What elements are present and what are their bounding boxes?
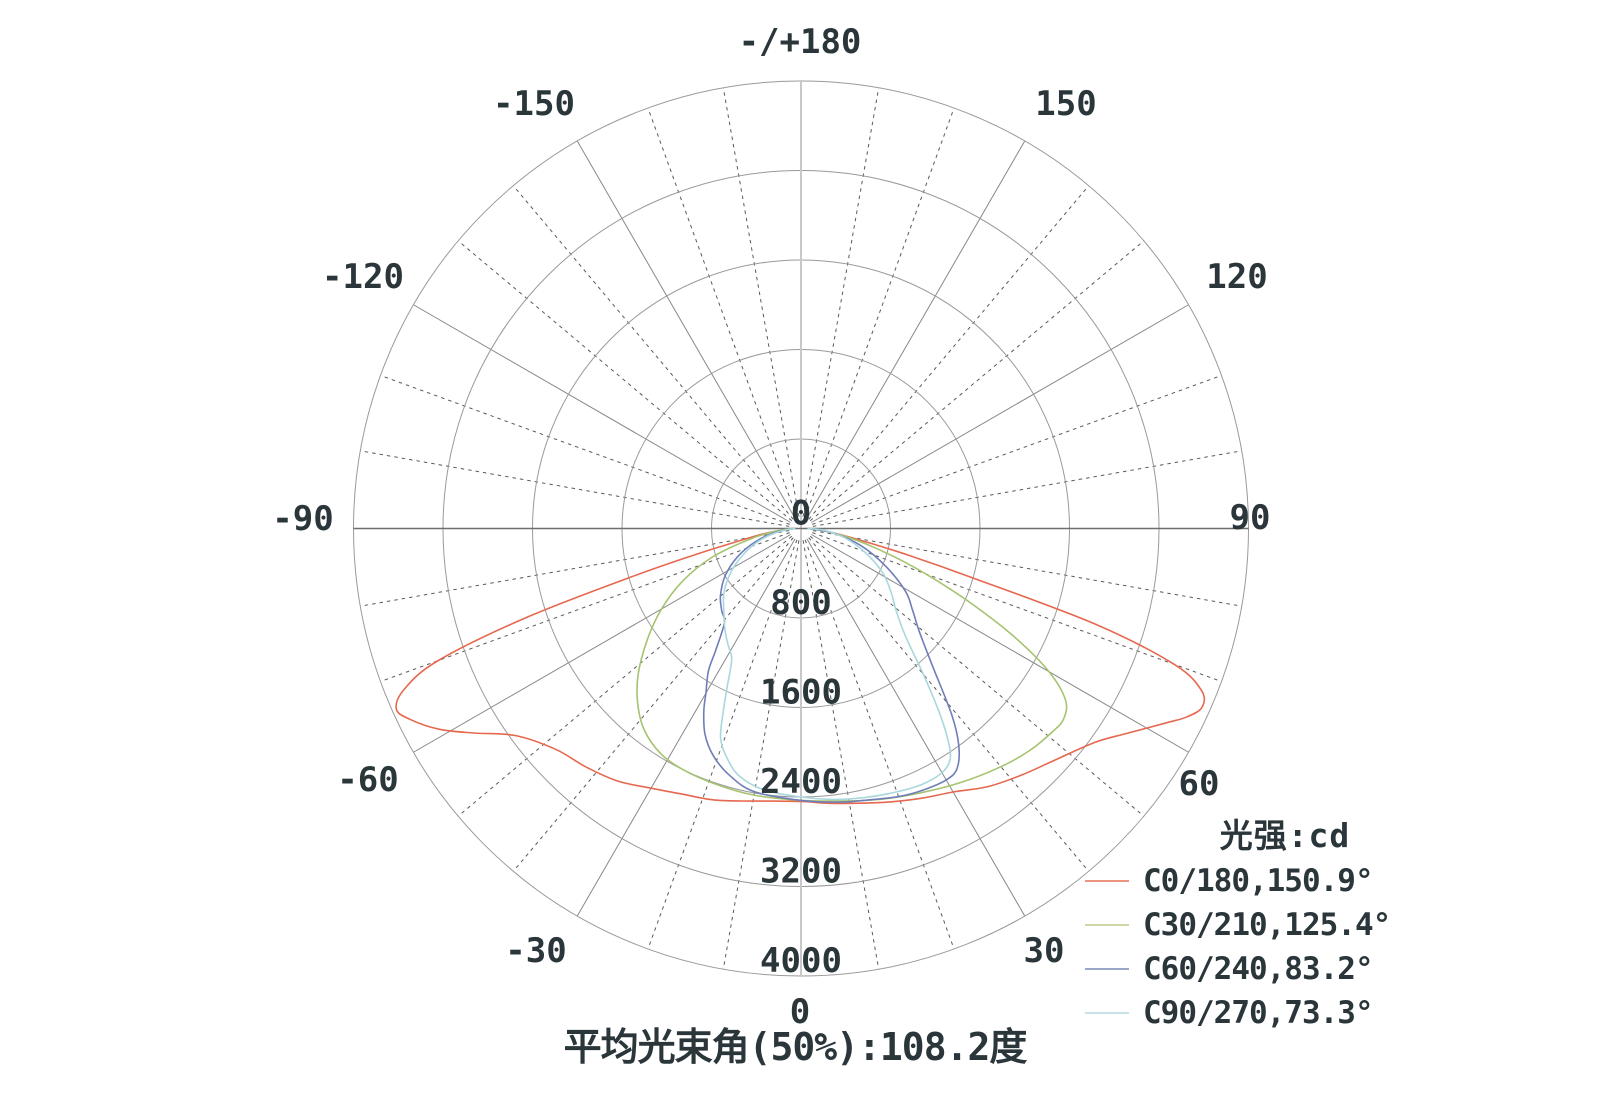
legend-item-label: C90/270,73.3° bbox=[1143, 995, 1374, 1031]
legend-item-label: C60/240,83.2° bbox=[1143, 951, 1374, 987]
grid-radial-dashed bbox=[512, 537, 794, 872]
grid-radial-dashed bbox=[457, 535, 793, 817]
grid-radial-solid bbox=[576, 140, 796, 519]
grid-radial-solid bbox=[806, 140, 1026, 519]
legend-item: C0/180,150.9° bbox=[1085, 859, 1485, 903]
radial-tick-label: 0 bbox=[791, 494, 811, 534]
grid-radial-dashed bbox=[647, 107, 798, 518]
grid-radial-dashed bbox=[804, 539, 955, 950]
grid-radial-dashed bbox=[722, 540, 800, 970]
grid-radial-dashed bbox=[802, 87, 880, 517]
radial-tick-label: 2400 bbox=[760, 762, 842, 802]
legend-swatch bbox=[1085, 880, 1129, 882]
grid-radial-dashed bbox=[457, 240, 793, 522]
angle-tick-label: -150 bbox=[493, 84, 575, 124]
beam-angle-annotation: 平均光束角(50%):108.2度 bbox=[563, 1025, 1028, 1069]
legend-item: C90/270,73.3° bbox=[1085, 991, 1485, 1035]
grid-radial-solid bbox=[811, 304, 1189, 523]
legend-title: 光强:cd bbox=[1219, 816, 1351, 855]
legend-swatch bbox=[1085, 1012, 1129, 1014]
grid-radial-solid bbox=[806, 538, 1026, 917]
angle-tick-label: -/+180 bbox=[739, 22, 862, 62]
grid-radial-dashed bbox=[380, 532, 790, 683]
legend-swatch bbox=[1085, 924, 1129, 926]
grid-radial-dashed bbox=[380, 374, 790, 525]
legend-item: C30/210,125.4° bbox=[1085, 903, 1485, 947]
grid-radial-dashed bbox=[722, 87, 800, 517]
legend-item-label: C0/180,150.9° bbox=[1143, 863, 1374, 899]
angle-tick-label: 0 bbox=[790, 992, 810, 1032]
grid-radial-dashed bbox=[360, 530, 790, 607]
grid-radial-dashed bbox=[809, 240, 1145, 522]
radial-tick-label: 3200 bbox=[760, 852, 842, 892]
angle-tick-label: -90 bbox=[272, 499, 333, 539]
grid-radial-dashed bbox=[812, 450, 1242, 527]
angle-tick-label: -120 bbox=[322, 257, 404, 297]
series-curve-c90-270 bbox=[719, 527, 952, 801]
grid-radial-solid bbox=[413, 304, 791, 523]
angle-tick-label: 30 bbox=[1024, 931, 1065, 971]
radial-tick-label: 4000 bbox=[760, 941, 842, 981]
legend-item: C60/240,83.2° bbox=[1085, 947, 1485, 991]
grid-radial-solid bbox=[811, 534, 1189, 753]
grid-radial-dashed bbox=[812, 374, 1222, 525]
legend: 光强:cd C0/180,150.9° C30/210,125.4° C60/240… bbox=[1085, 813, 1485, 1035]
angle-tick-label: -60 bbox=[337, 760, 398, 800]
series-curve-c0-180 bbox=[395, 527, 1206, 805]
grid-radial-dashed bbox=[812, 532, 1222, 683]
angle-tick-label: -30 bbox=[505, 931, 566, 971]
radial-tick-label: 1600 bbox=[760, 673, 842, 713]
grid-radial-dashed bbox=[360, 450, 790, 527]
angle-tick-label: 90 bbox=[1230, 498, 1271, 538]
grid-radial-dashed bbox=[802, 540, 880, 970]
grid-radial-dashed bbox=[804, 107, 955, 518]
series-curve-c60-240 bbox=[702, 527, 960, 803]
angle-tick-label: 150 bbox=[1035, 84, 1096, 124]
grid-radial-solid bbox=[576, 538, 796, 917]
grid-radial-dashed bbox=[512, 185, 794, 520]
grid-radial-dashed bbox=[809, 535, 1145, 817]
radial-tick-label: 800 bbox=[770, 583, 831, 623]
angle-tick-label: 60 bbox=[1179, 764, 1220, 804]
grid-radial-dashed bbox=[808, 185, 1090, 520]
angle-tick-label: 120 bbox=[1206, 257, 1267, 297]
grid-radial-dashed bbox=[812, 530, 1242, 607]
legend-rows: C0/180,150.9° C30/210,125.4° C60/240,83.2°… bbox=[1085, 859, 1485, 1035]
legend-swatch bbox=[1085, 968, 1129, 970]
legend-item-label: C30/210,125.4° bbox=[1143, 907, 1391, 943]
series-curve-c30-210 bbox=[636, 527, 1068, 802]
